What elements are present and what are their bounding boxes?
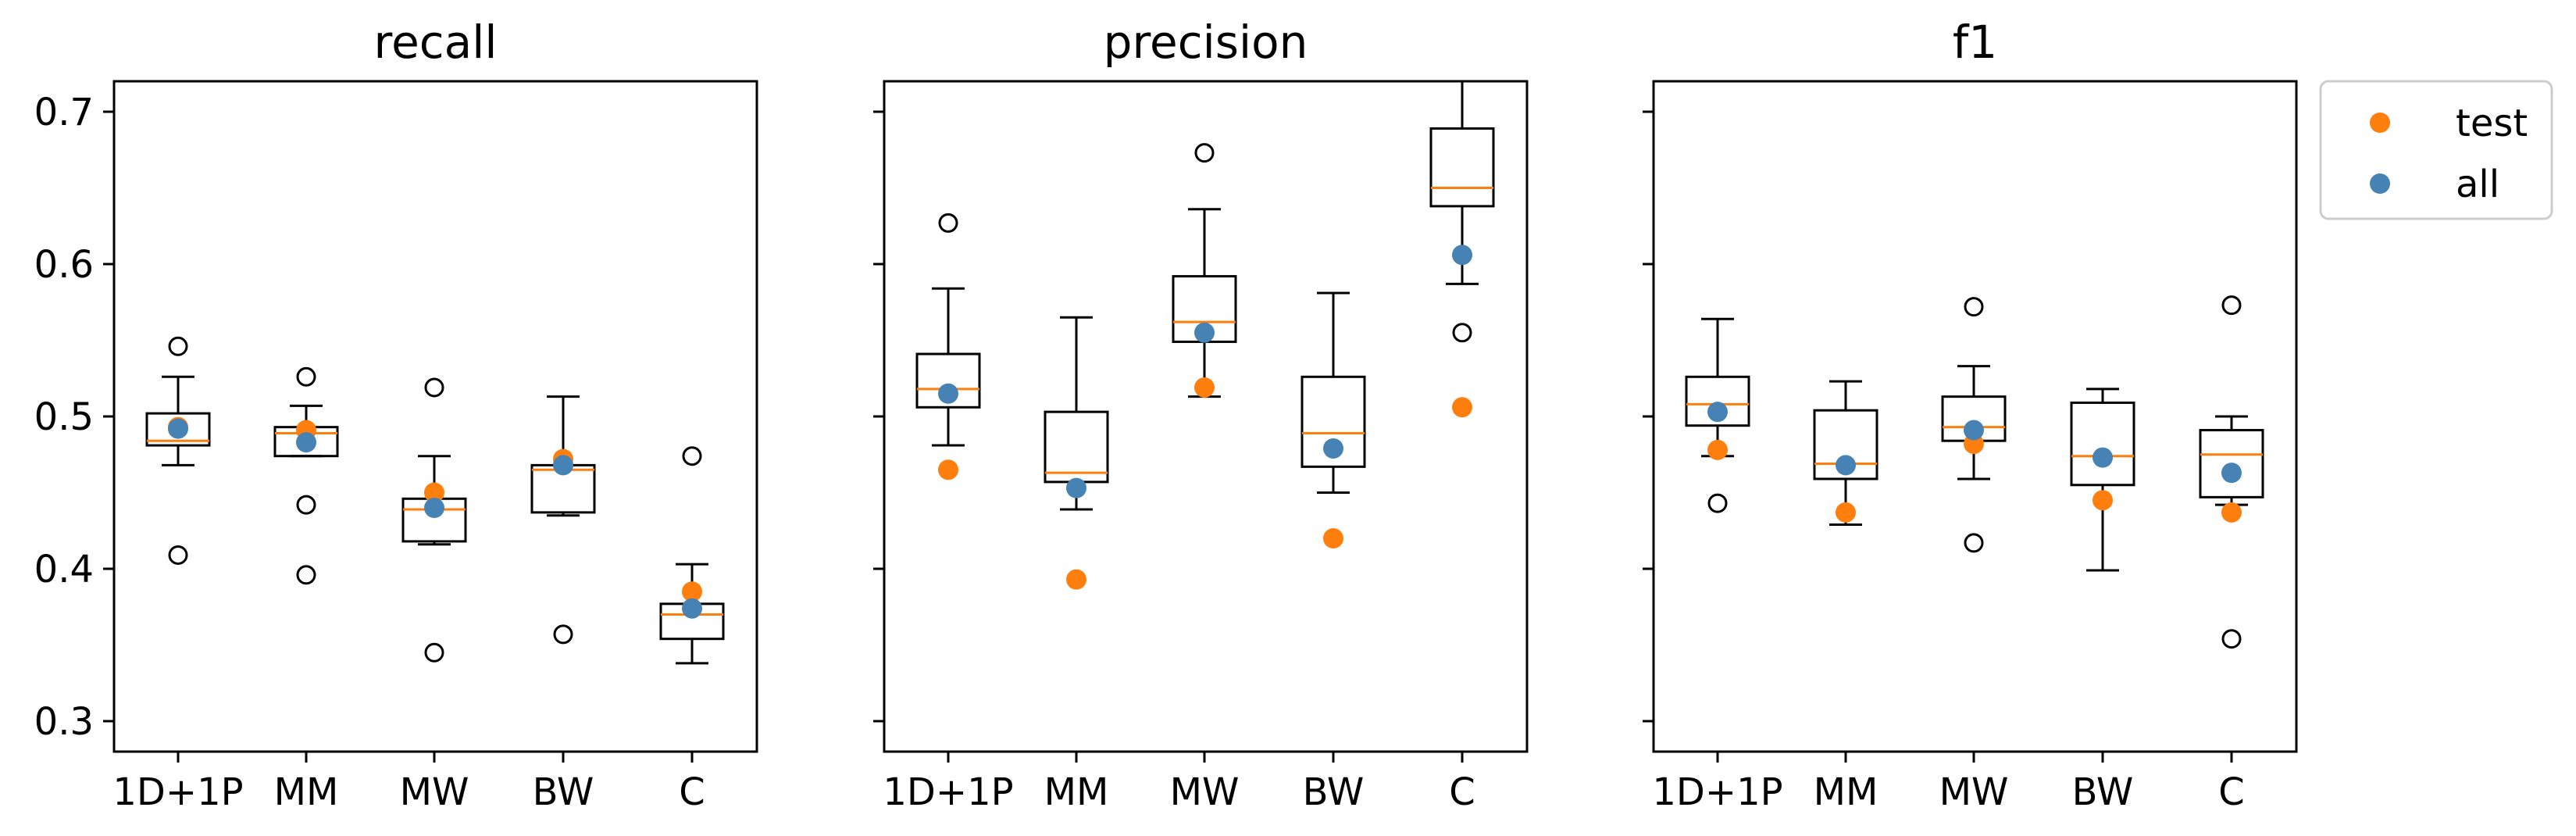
box-C [1429,81,1495,343]
y-tick-label: 0.4 [34,548,94,591]
flier-point [1964,297,1984,317]
panel-title: recall [374,16,498,69]
flier-point [424,642,444,663]
test-point [1836,502,1856,523]
flier-point [1707,493,1728,513]
flier-point [296,565,316,585]
test-point [1707,439,1728,460]
all-point [424,498,444,518]
flier-point [2221,629,2242,649]
box-MW [401,377,467,663]
flier-point [938,213,958,233]
all-point [938,383,958,404]
all-point [1707,402,1728,423]
box-1D+1P [915,213,981,447]
box-BW [2070,388,2135,572]
all-point [553,455,573,476]
flier-point [168,545,188,565]
plot-area [915,81,1495,590]
all-point [1194,322,1215,343]
flier-point [296,366,316,387]
test-point [682,581,702,602]
all-point [296,432,316,453]
legend-marker-test [2370,113,2390,133]
x-tick-label: MW [400,770,469,814]
flier-point [1452,323,1472,343]
panel-title: precision [1104,16,1308,69]
test-point [1323,528,1343,548]
box-BW [530,395,596,645]
box-iqr [1429,127,1495,208]
y-tick-label: 0.7 [34,91,94,134]
legend: test all [2319,80,2553,220]
legend-label-test: test [2456,102,2528,145]
legend-label-all: all [2456,163,2499,206]
flier-point [1194,143,1215,163]
x-tick-label: C [2218,770,2245,814]
flier-point [682,446,702,466]
box-iqr [2070,401,2135,487]
panel-title: f1 [1953,16,1997,69]
flier-point [424,377,444,398]
test-point [1066,569,1086,590]
x-tick-label: 1D+1P [883,770,1013,814]
x-tick-label: BW [2072,770,2134,814]
all-point [1836,455,1856,476]
all-point [2093,447,2113,468]
flier-point [553,624,573,645]
x-tick-label: MW [1170,770,1240,814]
all-point [1964,420,1984,441]
legend-marker-all [2370,173,2390,194]
x-tick-label: MM [1814,770,1878,814]
x-tick-label: MW [1939,770,2009,814]
panel-f1: 1D+1P MM MW BW Cf1 [1643,16,2298,814]
x-tick-label: BW [1303,770,1365,814]
box-1D+1P [145,336,211,565]
box-iqr [1044,410,1109,484]
x-tick-label: 1D+1P [112,770,243,814]
x-tick-label: MM [274,770,339,814]
plot-area [1685,295,2264,649]
test-point [2093,490,2113,511]
x-tick-label: MM [1044,770,1109,814]
flier-point [2221,295,2242,316]
x-tick-label: C [1449,770,1475,814]
test-point [1194,377,1215,398]
box-C [659,446,725,665]
all-point [168,418,188,439]
test-point [938,459,958,481]
flier-point [168,336,188,356]
y-tick-label: 0.3 [34,700,94,744]
all-point [1066,477,1086,498]
all-point [682,598,702,619]
all-point [1323,438,1343,459]
box-MW [1172,143,1237,398]
all-point [2221,463,2242,484]
x-tick-label: 1D+1P [1652,770,1782,814]
y-tick-label: 0.6 [34,243,94,287]
all-point [1452,245,1472,266]
test-point [424,482,444,503]
box-MM [273,366,339,585]
test-point [1452,397,1472,418]
flier-point [1964,533,1984,553]
test-point [2221,502,2242,523]
y-tick-label: 0.5 [34,395,94,439]
box-BW [1300,291,1366,494]
x-tick-label: BW [533,770,594,814]
x-tick-label: C [679,770,705,814]
flier-point [296,495,316,515]
plot-area [145,336,725,665]
